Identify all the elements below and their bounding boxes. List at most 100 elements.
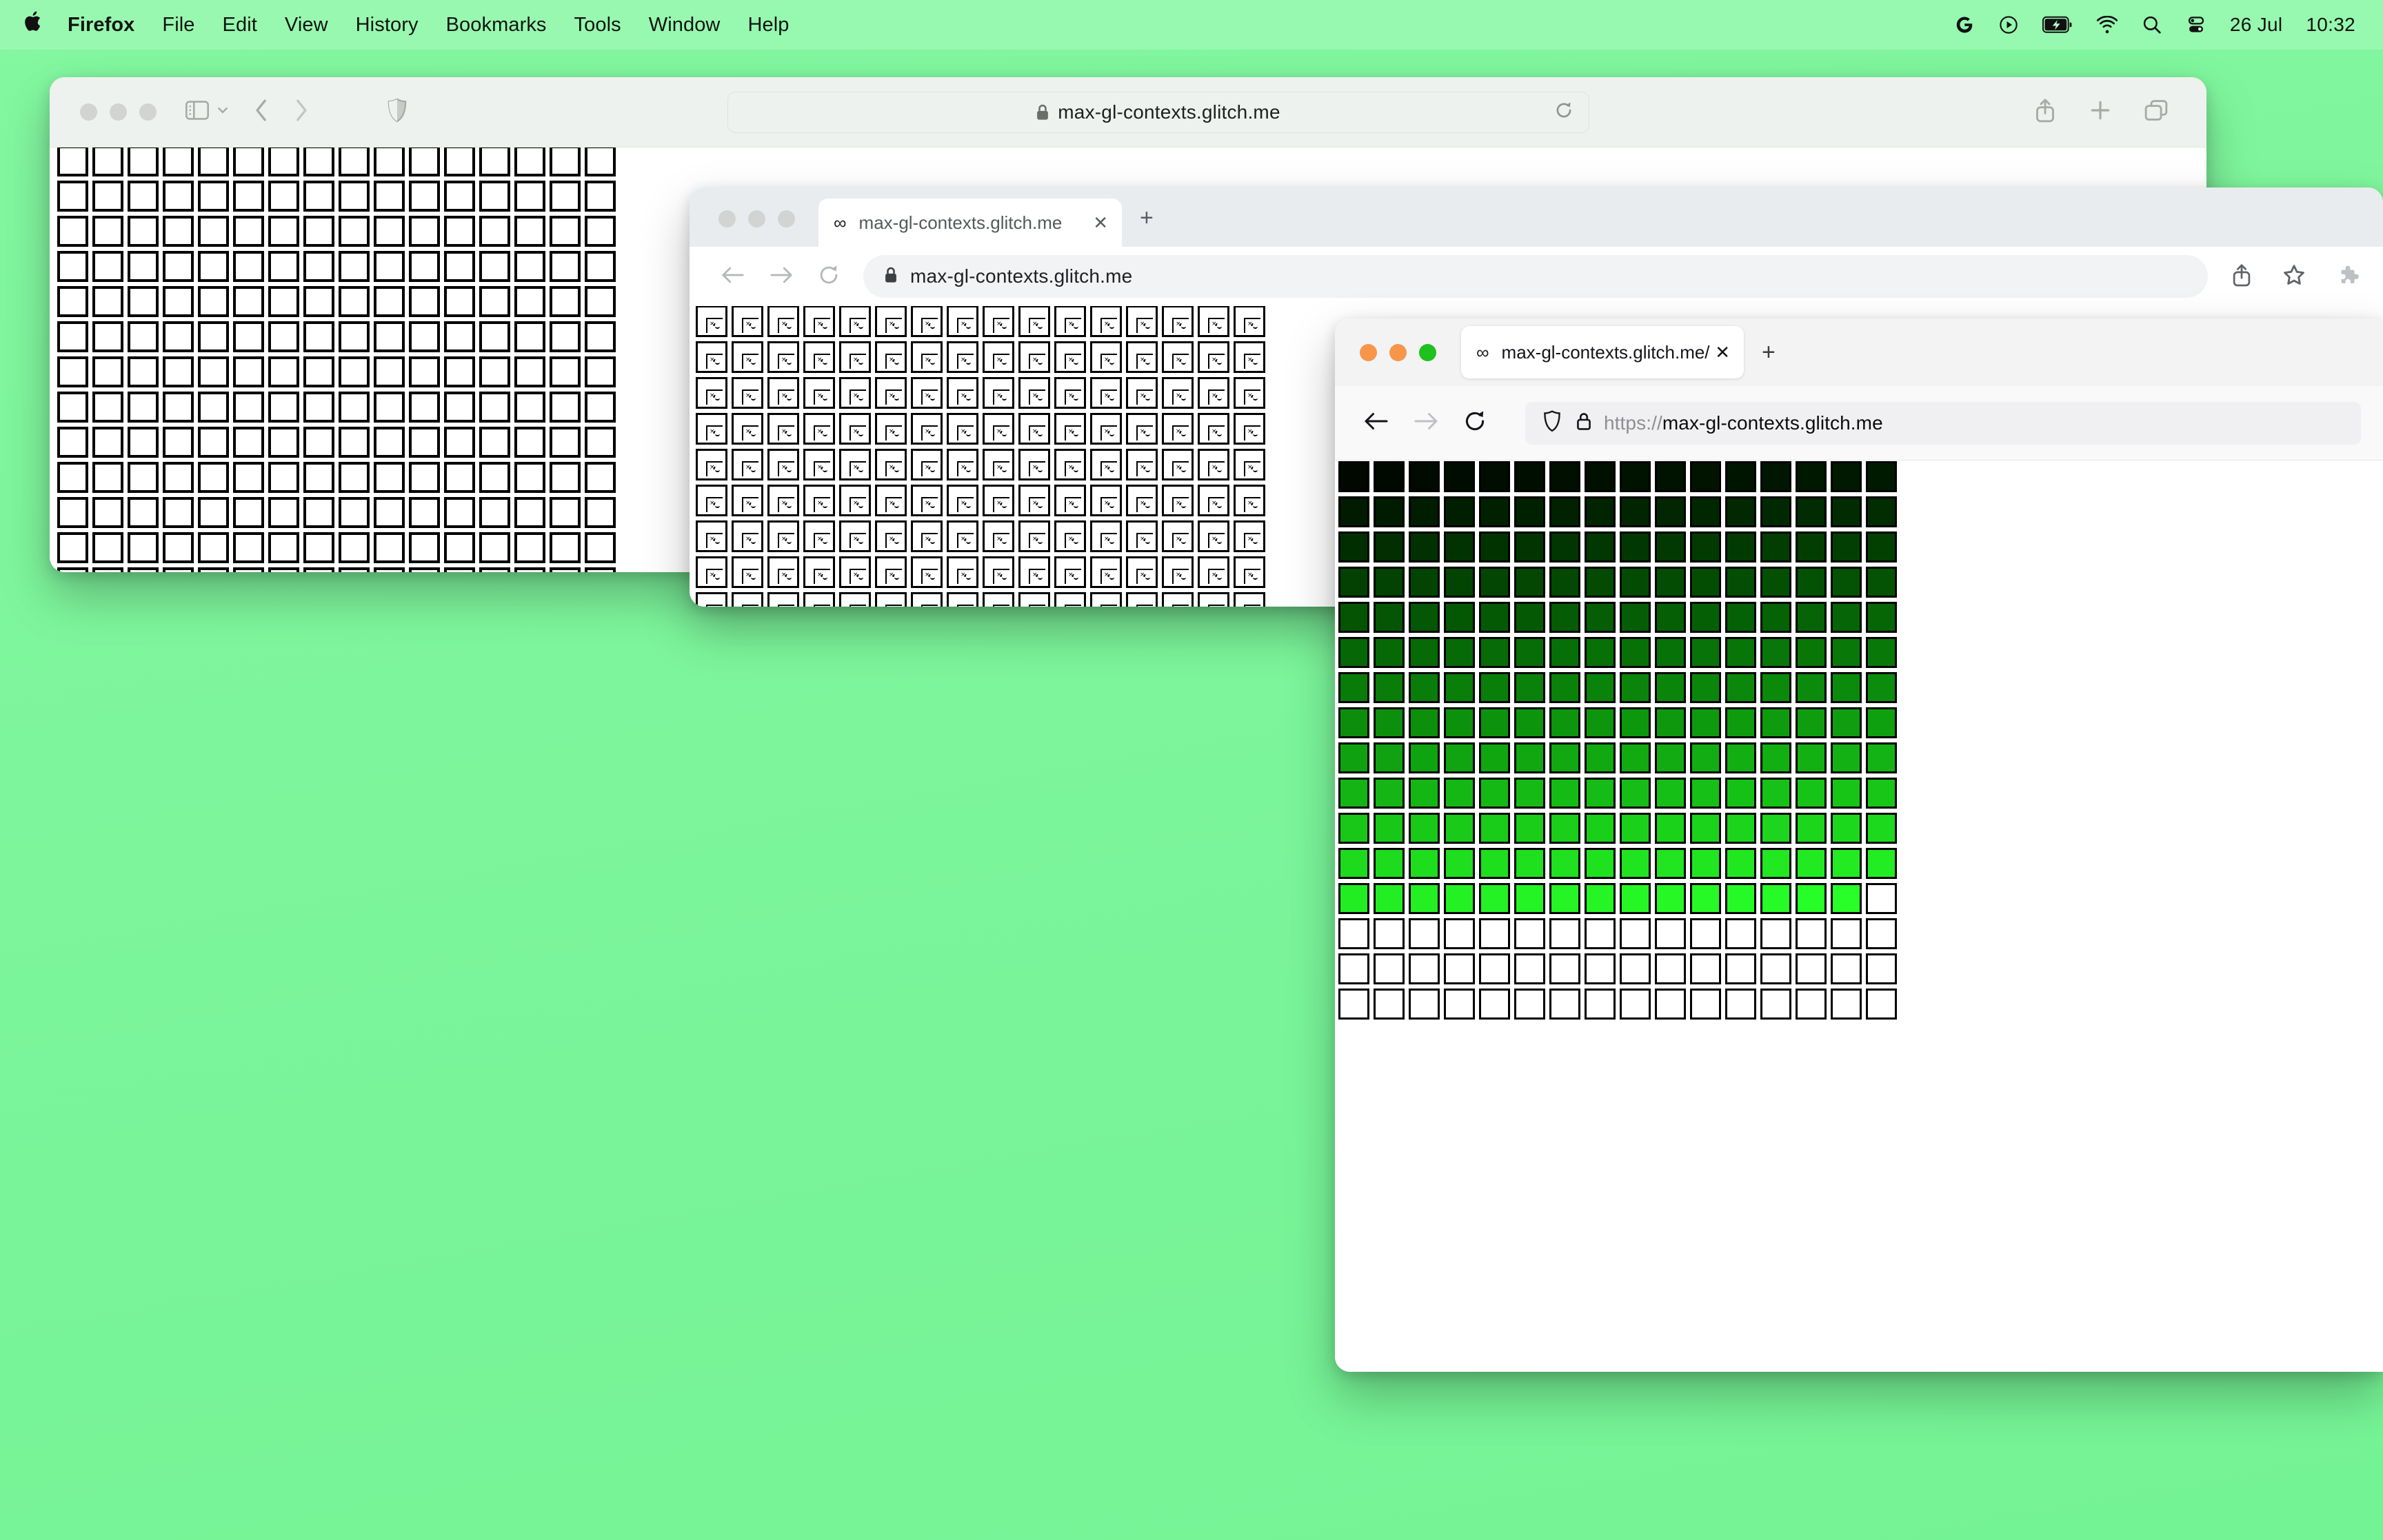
- broken-image-icon: ×: [1136, 389, 1153, 405]
- menu-bar-clock[interactable]: 10:32: [2306, 14, 2355, 35]
- safari-address-bar[interactable]: max-gl-contexts.glitch.me: [727, 91, 1589, 133]
- menu-item-tools[interactable]: Tools: [574, 13, 621, 36]
- google-icon[interactable]: [1954, 14, 1975, 35]
- webgl-context-cell: [1514, 461, 1545, 492]
- zoom-button[interactable]: [139, 103, 157, 121]
- chrome-tab[interactable]: ∞ max-gl-contexts.glitch.me ✕: [818, 199, 1122, 247]
- webgl-context-cell: ×: [839, 449, 871, 480]
- apple-menu-icon[interactable]: [23, 10, 44, 37]
- zoom-button[interactable]: [778, 210, 795, 227]
- webgl-context-cell: [1444, 918, 1475, 949]
- battery-charging-icon[interactable]: [2042, 16, 2073, 34]
- new-tab-button[interactable]: +: [1140, 205, 1154, 231]
- menu-item-firefox[interactable]: Firefox: [68, 13, 135, 36]
- webgl-context-cell: [233, 356, 264, 387]
- safari-sidebar-toggle[interactable]: [185, 101, 230, 123]
- back-arrow-icon[interactable]: [1364, 411, 1389, 435]
- zoom-button[interactable]: [1419, 343, 1436, 361]
- puzzle-piece-icon[interactable]: [2336, 263, 2360, 290]
- chevron-down-icon[interactable]: [216, 103, 230, 121]
- webgl-context-cell: [128, 181, 159, 212]
- close-tab-icon[interactable]: ✕: [1715, 341, 1730, 363]
- play-circle-icon[interactable]: [1998, 14, 2019, 35]
- webgl-context-cell: ×: [1126, 485, 1158, 516]
- reload-icon[interactable]: [1554, 101, 1573, 123]
- broken-image-icon: ×: [885, 569, 902, 584]
- wifi-icon[interactable]: [2096, 16, 2118, 34]
- forward-arrow-icon[interactable]: [770, 265, 793, 289]
- menu-item-bookmarks[interactable]: Bookmarks: [445, 13, 547, 36]
- webgl-context-cell: [1374, 778, 1405, 809]
- broken-image-icon: ×: [814, 461, 830, 476]
- close-button[interactable]: [718, 210, 736, 227]
- webgl-context-cell: [1514, 567, 1545, 598]
- broken-image-icon: ×: [742, 389, 758, 405]
- firefox-traffic-lights[interactable]: [1360, 343, 1436, 361]
- share-icon[interactable]: [2231, 263, 2252, 290]
- menu-bar-date[interactable]: 26 Jul: [2229, 14, 2283, 35]
- webgl-context-cell: [1444, 883, 1475, 914]
- new-tab-button[interactable]: +: [1762, 338, 1776, 365]
- firefox-tab[interactable]: ∞ max-gl-contexts.glitch.me/ ✕: [1461, 326, 1744, 378]
- forward-chevron-icon[interactable]: [292, 98, 310, 126]
- firefox-address-bar[interactable]: https://max-gl-contexts.glitch.me: [1525, 401, 2361, 445]
- webgl-context-cell: ×: [767, 377, 799, 409]
- webgl-context-cell: [1866, 496, 1897, 527]
- webgl-context-cell: ×: [767, 306, 799, 337]
- menu-item-help[interactable]: Help: [747, 13, 790, 36]
- broken-image-icon: ×: [1244, 497, 1260, 512]
- chrome-address-bar[interactable]: max-gl-contexts.glitch.me: [863, 255, 2208, 298]
- webgl-context-cell: [1690, 602, 1721, 633]
- minimize-button[interactable]: [110, 103, 127, 121]
- minimize-button[interactable]: [1389, 343, 1407, 361]
- search-icon[interactable]: [2142, 14, 2162, 35]
- close-tab-icon[interactable]: ✕: [1093, 212, 1108, 233]
- webgl-context-cell: [514, 567, 545, 572]
- webgl-context-cell: [92, 567, 123, 572]
- firefox-window[interactable]: ∞ max-gl-contexts.glitch.me/ ✕ +: [1335, 318, 2383, 1372]
- share-icon[interactable]: [2034, 98, 2056, 126]
- plus-icon[interactable]: [2089, 99, 2111, 125]
- reload-icon[interactable]: [818, 264, 840, 290]
- chrome-traffic-lights[interactable]: [718, 210, 795, 247]
- webgl-context-cell: [1866, 637, 1897, 668]
- shield-icon[interactable]: [1543, 410, 1561, 436]
- menu-item-window[interactable]: Window: [648, 13, 721, 36]
- back-chevron-icon[interactable]: [253, 98, 271, 126]
- webgl-context-cell: [128, 567, 159, 572]
- webgl-context-cell: [1585, 496, 1616, 527]
- close-button[interactable]: [80, 103, 97, 121]
- menu-item-file[interactable]: File: [162, 13, 195, 36]
- tab-overview-icon[interactable]: [2144, 99, 2168, 125]
- webgl-context-cell: [514, 181, 545, 212]
- webgl-context-cell: [1374, 953, 1405, 984]
- minimize-button[interactable]: [748, 210, 765, 227]
- menu-item-edit[interactable]: Edit: [222, 13, 257, 36]
- webgl-context-cell: [1514, 813, 1545, 844]
- webgl-context-cell: [92, 356, 123, 387]
- broken-image-icon: ×: [706, 354, 723, 369]
- menu-item-history[interactable]: History: [355, 13, 419, 36]
- safari-traffic-lights[interactable]: [80, 103, 157, 121]
- star-icon[interactable]: [2282, 263, 2306, 290]
- menu-item-view[interactable]: View: [284, 13, 328, 36]
- webgl-context-cell: [1549, 567, 1580, 598]
- broken-image-icon: ×: [1244, 569, 1260, 584]
- reload-icon[interactable]: [1463, 409, 1487, 436]
- webgl-context-cell: [1620, 637, 1651, 668]
- webgl-context-cell: [1338, 461, 1369, 492]
- webgl-context-cell: [57, 462, 88, 493]
- webgl-context-cell: [57, 427, 88, 458]
- back-arrow-icon[interactable]: [721, 265, 745, 289]
- webgl-context-cell: ×: [1018, 413, 1050, 445]
- lock-icon[interactable]: [1576, 412, 1591, 434]
- close-button[interactable]: [1360, 343, 1377, 361]
- privacy-shield-icon[interactable]: [387, 98, 408, 126]
- forward-arrow-icon[interactable]: [1414, 411, 1438, 435]
- broken-image-icon: ×: [849, 605, 866, 607]
- broken-image-icon: ×: [742, 569, 758, 584]
- webgl-context-cell: [1374, 989, 1405, 1020]
- firefox-tab-strip: ∞ max-gl-contexts.glitch.me/ ✕ +: [1335, 318, 2383, 386]
- control-center-icon[interactable]: [2186, 14, 2206, 35]
- webgl-context-cell: [1338, 989, 1369, 1020]
